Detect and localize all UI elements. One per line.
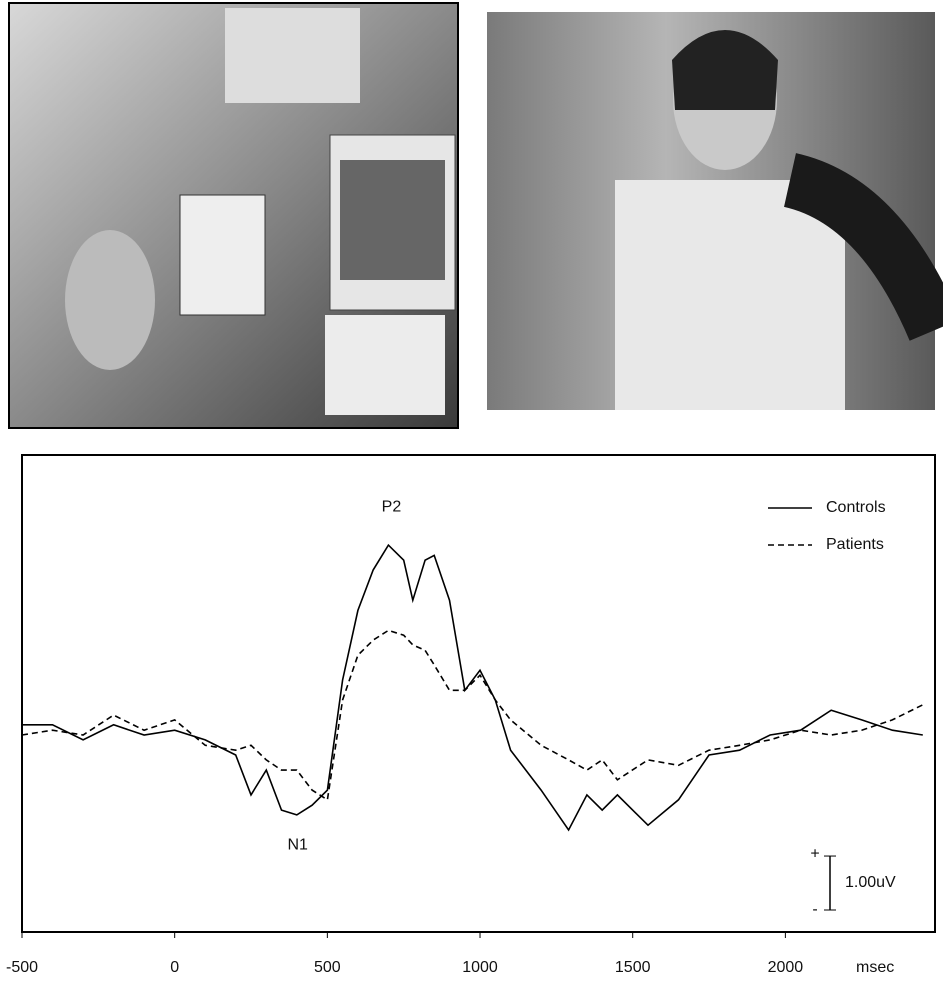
series-line bbox=[22, 630, 923, 799]
x-tick-label: 1500 bbox=[615, 959, 651, 976]
figure: msec -500 0 500 1000 1500 2000 Controls Patient… bbox=[0, 0, 943, 982]
plot-frame bbox=[22, 455, 935, 932]
scale-bar-minus: - bbox=[812, 901, 817, 918]
series-line bbox=[22, 545, 923, 830]
x-tick-label: 0 bbox=[170, 959, 179, 976]
legend-label: Patients bbox=[826, 536, 884, 553]
scale-bar-label: 1.00uV bbox=[845, 874, 896, 891]
photo-lab bbox=[9, 3, 458, 428]
x-tick-label: 500 bbox=[314, 959, 341, 976]
x-axis-label: msec bbox=[856, 959, 894, 976]
scale-bar-plus: + bbox=[810, 845, 819, 862]
x-tick-label: -500 bbox=[6, 959, 38, 976]
photo-subject bbox=[487, 12, 935, 410]
annotation: N1 bbox=[288, 836, 309, 853]
x-tick-label: 1000 bbox=[462, 959, 498, 976]
x-tick-label: 2000 bbox=[768, 959, 804, 976]
annotation: P2 bbox=[382, 499, 402, 516]
legend-label: Controls bbox=[826, 499, 886, 516]
